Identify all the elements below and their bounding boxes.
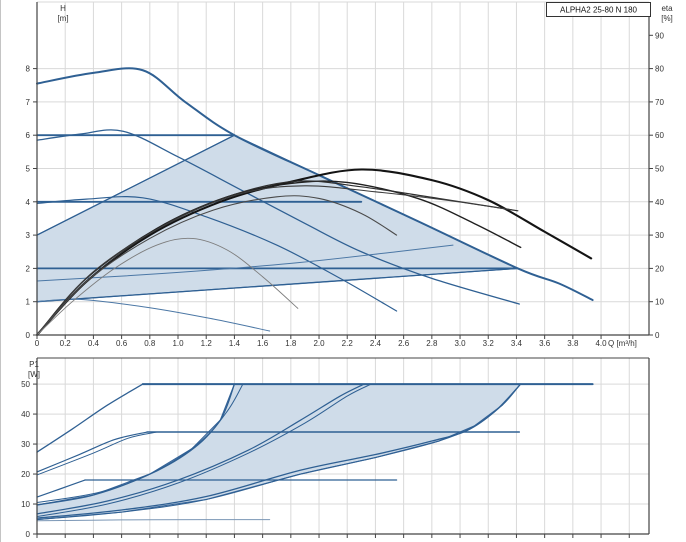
curve-p1-speed-ii-rise-b	[36, 431, 158, 476]
tick-label-x: 2.6	[398, 339, 410, 348]
tick-label-x: 4.0	[595, 339, 607, 348]
tick-label-x: 3.8	[567, 339, 579, 348]
pump-model-box-border	[546, 2, 651, 17]
eta-axis-label: eta	[661, 4, 673, 13]
tick-label-x: 3.4	[511, 339, 523, 348]
tick-label-y2: 20	[655, 264, 664, 273]
curve-eta-curve-3	[36, 180, 519, 336]
tick-label-y2: 70	[655, 98, 664, 107]
pump-model-box: ALPHA2 25-80 N 180	[546, 2, 651, 17]
h-axis-label: H	[60, 4, 66, 13]
tick-label-y2: 40	[655, 198, 664, 207]
p1-axis-label: P1	[29, 360, 39, 369]
tick-label-x: 0	[35, 339, 40, 348]
tick-label-y: 6	[26, 131, 31, 140]
curve-prop-pressure-upper	[36, 134, 236, 236]
tick-label-y: 8	[26, 65, 31, 74]
tick-label-y: 20	[21, 470, 30, 479]
tick-label-y2: 60	[655, 131, 664, 140]
tick-label-y2: 90	[655, 31, 664, 40]
tick-label-x: 2.4	[370, 339, 382, 348]
curve-p1-prop-max-b	[36, 383, 244, 504]
curve-p1-night-mode	[36, 519, 271, 522]
tick-label-y: 0	[26, 530, 31, 539]
tick-label-x: 0.8	[144, 339, 156, 348]
tick-label-x: 0.4	[88, 339, 100, 348]
tick-label-y2: 0	[655, 331, 660, 340]
tick-label-y: 50	[21, 380, 30, 389]
tick-label-y2: 30	[655, 231, 664, 240]
tick-label-y: 7	[26, 98, 31, 107]
plot-layers: 0 0.2 0.4 0.6 0.8 1.0 1.2 1.4 1.6 1.8 2.0 2.2 2.4 2.6…	[21, 1, 664, 539]
pump-model-label: ALPHA2 25-80 N 180	[560, 6, 637, 15]
tick-label-x: 2.2	[342, 339, 354, 348]
q-axis-unit: Q [m³/h]	[608, 339, 637, 348]
tick-label-x: 3.2	[483, 339, 495, 348]
tick-label-y: 1	[26, 298, 31, 307]
tick-label-x: 1.2	[201, 339, 213, 348]
curve-eta-max	[35, 168, 593, 337]
curve-speed-iii	[36, 67, 594, 302]
curve-p1-speed-i-rise	[36, 479, 86, 498]
curve-p1-prop-max	[36, 383, 236, 506]
tick-label-x: 1.8	[285, 339, 297, 348]
curve-p1-speed-iii-rise	[36, 383, 144, 453]
tick-label-x: 1.0	[172, 339, 184, 348]
eta-axis-unit: [%]	[661, 14, 673, 23]
tick-label-x: 3.6	[539, 339, 551, 348]
h-axis-unit: [m]	[57, 14, 68, 23]
tick-label-y2: 80	[655, 65, 664, 74]
curve-eta-curve-4	[36, 185, 515, 336]
curve-p1-const-max-b	[36, 383, 372, 518]
tick-label-x: 1.6	[257, 339, 269, 348]
tick-label-y: 3	[26, 231, 31, 240]
curve-p1-speed-ii-rise	[36, 431, 148, 473]
tick-label-y: 0	[26, 331, 31, 340]
tick-label-x: 3.0	[454, 339, 466, 348]
tick-label-y: 2	[26, 264, 31, 273]
curve-prop-pressure-lower	[36, 267, 519, 303]
tick-label-y: 5	[26, 165, 31, 174]
curve-speed-i	[36, 196, 398, 312]
curve-prop-pressure-mid	[36, 244, 454, 282]
curve-p1-autoadapt-b	[36, 385, 520, 521]
tick-label-y: 10	[21, 500, 30, 509]
curve-eta-curve-5	[36, 195, 398, 336]
p1-axis-unit: [W]	[28, 370, 40, 379]
tick-label-x: 1.4	[229, 339, 241, 348]
tick-label-y2: 50	[655, 165, 664, 174]
tick-label-y: 4	[26, 198, 31, 207]
tick-label-y: 30	[21, 440, 30, 449]
tick-label-x: 0.2	[60, 339, 72, 348]
tick-label-x: 2.0	[313, 339, 325, 348]
tick-label-x: 2.8	[426, 339, 438, 348]
tick-label-y: 40	[21, 410, 30, 419]
tick-label-y2: 10	[655, 298, 664, 307]
curve-p1-const-max	[36, 383, 365, 515]
curve-eta-min-speed	[36, 237, 299, 336]
tick-label-x: 0.6	[116, 339, 128, 348]
